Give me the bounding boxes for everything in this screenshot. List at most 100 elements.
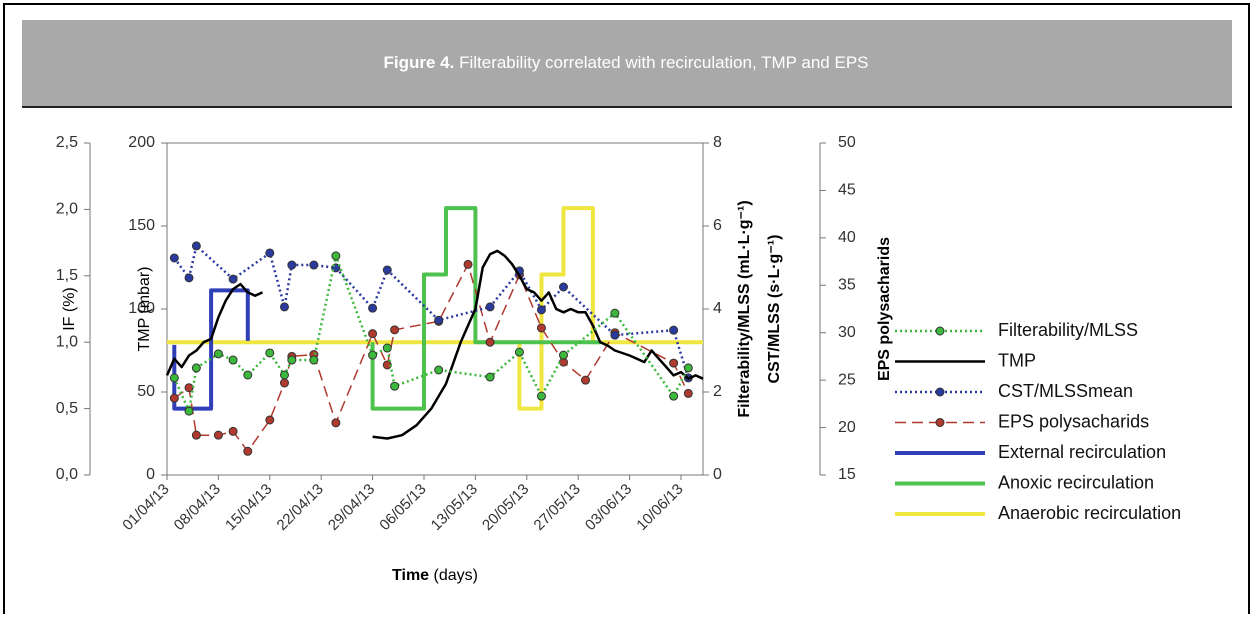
legend-marker (935, 418, 945, 427)
data-point (683, 388, 693, 398)
y-tick-label: 2,5 (56, 134, 78, 151)
x-tick-label: 03/06/13 (582, 481, 635, 534)
data-point (581, 375, 591, 385)
y-tick-label: 1,0 (56, 333, 78, 350)
y-tick-label: 0,5 (56, 400, 78, 417)
data-point (536, 305, 546, 315)
legend-label: Filterability/MLSS (998, 320, 1138, 340)
x-tick-label: 08/04/13 (171, 481, 224, 534)
data-point (368, 329, 378, 339)
data-point (485, 372, 495, 382)
data-point (279, 370, 289, 380)
x-tick-label: 22/04/13 (274, 481, 327, 534)
y-tick-label: 30 (838, 324, 856, 341)
data-point (331, 251, 341, 261)
data-point (287, 355, 297, 365)
y-tick-label: 2,0 (56, 201, 78, 218)
legend-label: EPS polysacharids (998, 411, 1149, 431)
data-point (309, 260, 319, 270)
data-point (309, 355, 319, 365)
data-point (610, 330, 620, 340)
data-point (683, 363, 693, 373)
y-tick-label: 25 (838, 371, 856, 388)
series-line (173, 263, 689, 453)
legend-marker (935, 387, 945, 397)
series-line (165, 282, 264, 376)
y-tick-label: 4 (713, 300, 722, 317)
legend-marker (935, 326, 945, 336)
data-point (669, 325, 679, 335)
data-point (669, 358, 679, 368)
series-line (172, 288, 250, 411)
y-axis-title: TMP (mbar) (136, 266, 153, 351)
x-axis-title: Time (days) (392, 567, 478, 584)
data-point (390, 381, 400, 391)
x-tick-label: 15/04/13 (222, 481, 275, 534)
data-point (279, 302, 289, 312)
y-tick-label: 40 (838, 229, 856, 246)
legend-label: Anoxic recirculation (998, 472, 1154, 492)
data-point (463, 259, 473, 269)
y-tick-label: 100 (128, 300, 155, 317)
x-tick-label: 20/05/13 (479, 481, 532, 534)
legend-label: Anaerobic recirculation (998, 503, 1181, 523)
legend-label: External recirculation (998, 442, 1166, 462)
y-tick-label: 50 (137, 383, 155, 400)
data-point (265, 415, 275, 425)
title-label: Figure 4. (383, 53, 454, 72)
data-point (368, 303, 378, 313)
data-point (434, 315, 444, 325)
frame (3, 3, 1250, 614)
x-tick-label: 01/04/13 (119, 481, 172, 534)
x-tick-label: 10/06/13 (633, 481, 686, 534)
data-point (184, 273, 194, 283)
data-point (558, 282, 568, 292)
data-point (669, 391, 679, 401)
y-tick-label: 50 (838, 134, 856, 151)
y-tick-label: 35 (838, 277, 856, 294)
data-point (228, 355, 238, 365)
title-text: Filterability correlated with recirculat… (459, 53, 868, 72)
data-point (243, 370, 253, 380)
series-line (370, 206, 601, 411)
header-bar (22, 20, 1232, 107)
data-point (610, 308, 620, 318)
data-point (382, 265, 392, 275)
data-point (434, 365, 444, 375)
y-tick-label: 0,0 (56, 466, 78, 483)
data-point (382, 343, 392, 353)
data-point (228, 426, 238, 436)
x-tick-label: 29/04/13 (325, 481, 378, 534)
data-point (331, 418, 341, 428)
data-point (265, 348, 275, 358)
y-axis-title: CST/MLSS (s·L·g⁻¹) (766, 235, 783, 384)
y-tick-label: 45 (838, 182, 856, 199)
data-point (184, 406, 194, 416)
data-point (169, 253, 179, 263)
x-axis-title-bold: Time (392, 567, 429, 584)
data-point (191, 241, 201, 251)
data-point (485, 337, 495, 347)
data-point (536, 323, 546, 333)
x-axis-title-unit: (days) (434, 567, 478, 584)
data-point (213, 349, 223, 359)
data-point (213, 430, 223, 440)
data-point (169, 373, 179, 383)
series-line (372, 249, 704, 440)
x-tick-label: 13/05/13 (428, 481, 481, 534)
data-point (514, 347, 524, 357)
data-point (228, 274, 238, 284)
y-tick-label: 200 (128, 134, 155, 151)
y-axis-title: IF (%) (61, 287, 78, 331)
y-axis-title: EPS polysacharids (876, 237, 893, 381)
series-line (173, 254, 690, 413)
data-point (191, 363, 201, 373)
data-point (536, 391, 546, 401)
y-tick-label: 0 (146, 466, 155, 483)
y-axis-title: Filterability/MLSS (mL·L·g⁻¹) (736, 200, 753, 417)
data-point (558, 350, 568, 360)
data-point (279, 378, 289, 388)
x-tick-label: 27/05/13 (531, 481, 584, 534)
legend-label: TMP (998, 350, 1036, 370)
